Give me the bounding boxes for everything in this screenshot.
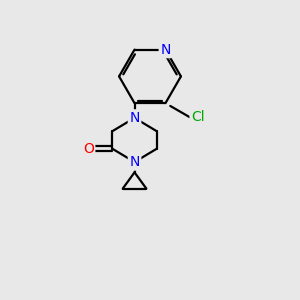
Text: Cl: Cl [191,110,205,124]
Text: N: N [129,111,140,125]
Text: O: O [83,142,94,156]
Text: N: N [160,43,171,57]
Text: N: N [129,155,140,169]
